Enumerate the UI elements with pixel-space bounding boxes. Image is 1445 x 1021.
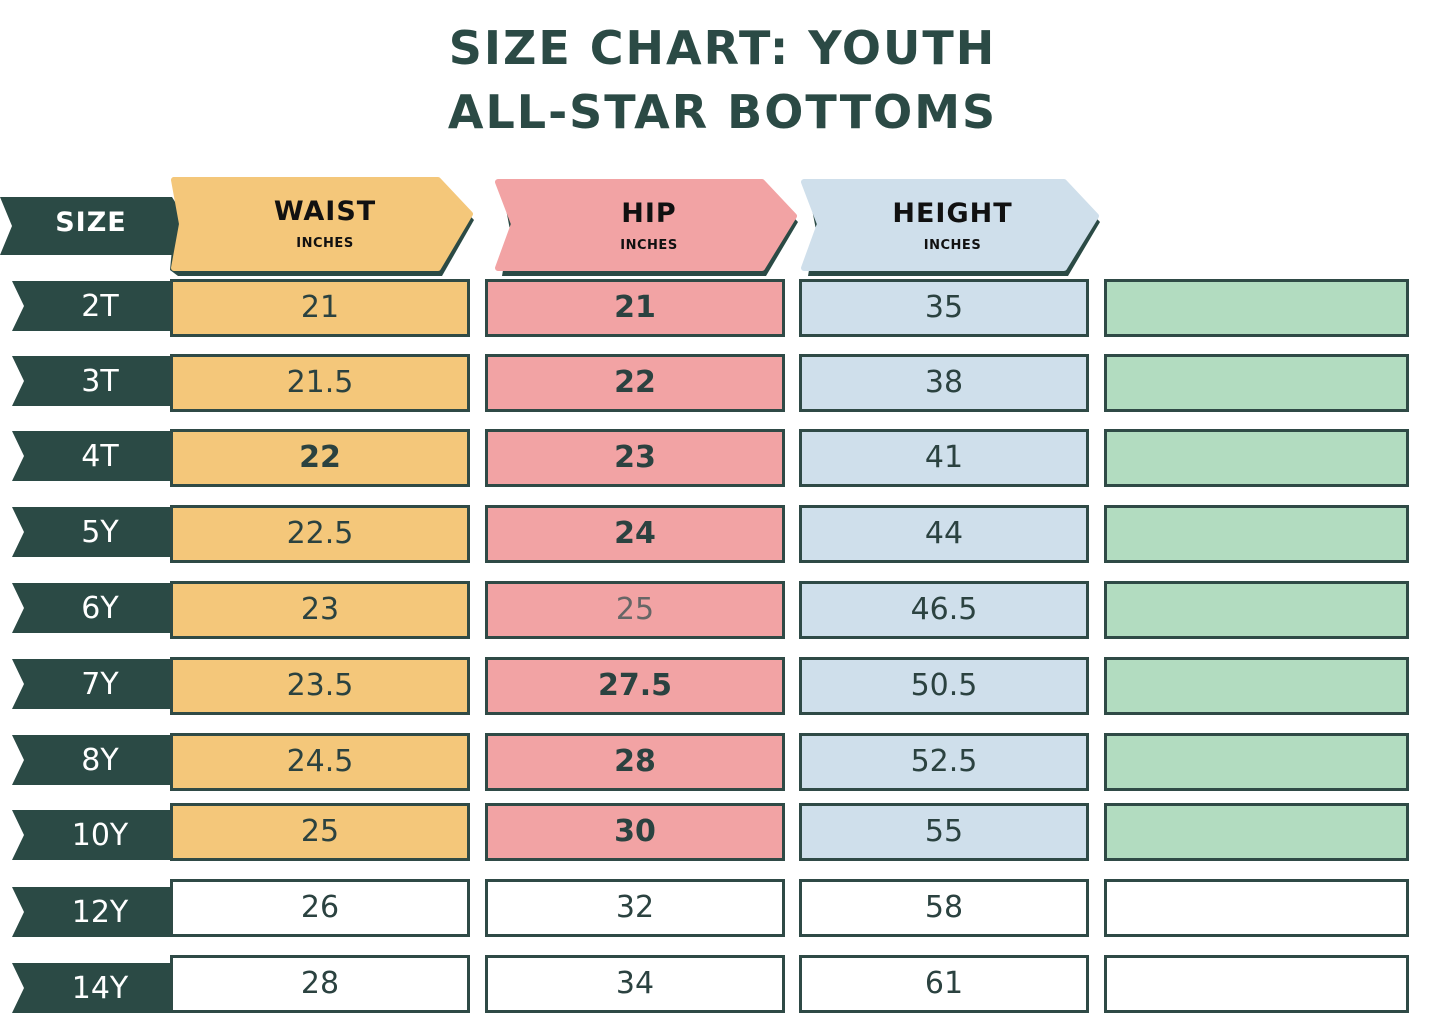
size-label: 5Y	[81, 515, 119, 550]
size-label: 2T	[81, 289, 119, 324]
waist-cell: 26	[170, 879, 470, 937]
size-label: 12Y	[71, 895, 129, 930]
size-tag: 3T	[12, 354, 188, 408]
size-tag-shape	[12, 507, 185, 557]
hip-cell: 30	[485, 803, 785, 861]
table-row: 10Y 25 30 55	[0, 803, 1445, 865]
height-column-header: HEIGHT INCHES	[800, 179, 1105, 278]
hip-cell: 24	[485, 505, 785, 563]
hip-header-unit: INCHES	[620, 238, 678, 253]
table-row: 2T 21 21 35	[0, 279, 1445, 341]
size-tag: 2T	[12, 279, 188, 333]
table-row: 7Y 23.5 27.5 50.5	[0, 657, 1445, 719]
extra-cell	[1104, 955, 1409, 1013]
size-tag: 4T	[12, 429, 188, 483]
size-label: 3T	[81, 364, 119, 399]
size-tag: 6Y	[12, 581, 188, 635]
size-tag-shape	[12, 659, 185, 709]
table-row: 12Y 26 32 58	[0, 879, 1445, 941]
size-label: 8Y	[81, 743, 119, 778]
hip-column-header: HIP INCHES	[494, 179, 804, 278]
hip-header-label: HIP	[621, 198, 677, 229]
hip-header-arrow-shape	[495, 179, 798, 276]
waist-column-header: WAIST INCHES	[170, 177, 480, 276]
size-tag-shape	[12, 735, 185, 785]
height-cell: 38	[799, 354, 1089, 412]
extra-cell	[1104, 733, 1409, 791]
waist-cell: 22.5	[170, 505, 470, 563]
size-label: 10Y	[71, 818, 129, 853]
hip-cell: 27.5	[485, 657, 785, 715]
hip-cell: 34	[485, 955, 785, 1013]
extra-cell	[1104, 429, 1409, 487]
height-cell: 55	[799, 803, 1089, 861]
table-row: 6Y 23 25 46.5	[0, 581, 1445, 643]
height-header-arrow-shape	[801, 179, 1100, 276]
waist-cell: 21	[170, 279, 470, 337]
height-cell: 52.5	[799, 733, 1089, 791]
extra-cell	[1104, 279, 1409, 337]
size-tag: 14Y	[12, 961, 188, 1015]
size-label: 7Y	[81, 667, 119, 702]
extra-cell	[1104, 581, 1409, 639]
height-cell: 44	[799, 505, 1089, 563]
table-row: 14Y 28 34 61	[0, 955, 1445, 1017]
waist-cell: 25	[170, 803, 470, 861]
size-tag: 7Y	[12, 657, 188, 711]
height-cell: 41	[799, 429, 1089, 487]
hip-cell: 22	[485, 354, 785, 412]
extra-cell	[1104, 803, 1409, 861]
waist-cell: 22	[170, 429, 470, 487]
extra-cell	[1104, 505, 1409, 563]
size-tag-shape	[12, 583, 185, 633]
height-cell: 46.5	[799, 581, 1089, 639]
waist-header-label: WAIST	[273, 196, 377, 227]
extra-cell	[1104, 354, 1409, 412]
size-tag-shape	[12, 356, 185, 406]
waist-cell: 23	[170, 581, 470, 639]
size-label: 14Y	[71, 971, 129, 1006]
height-cell: 61	[799, 955, 1089, 1013]
hip-cell: 21	[485, 279, 785, 337]
size-tag: 10Y	[12, 808, 188, 862]
table-row: 4T 22 23 41	[0, 429, 1445, 491]
waist-header-arrow-shape	[170, 177, 474, 276]
waist-cell: 23.5	[170, 657, 470, 715]
size-label: 4T	[81, 439, 119, 474]
table-row: 8Y 24.5 28 52.5	[0, 733, 1445, 795]
chart-title-line-2: ALL-STAR BOTTOMS	[447, 85, 998, 139]
height-header-unit: INCHES	[923, 238, 982, 253]
hip-cell: 25	[485, 581, 785, 639]
hip-cell: 28	[485, 733, 785, 791]
size-tag-shape	[12, 281, 185, 331]
size-column-header: SIZE	[0, 195, 195, 257]
table-row: 3T 21.5 22 38	[0, 354, 1445, 416]
size-header-label: SIZE	[55, 207, 127, 238]
extra-cell	[1104, 879, 1409, 937]
waist-cell: 21.5	[170, 354, 470, 412]
chart-title-line-1: SIZE CHART: YOUTH	[448, 21, 997, 75]
size-tag-shape	[12, 963, 185, 1013]
size-label: 6Y	[81, 591, 119, 626]
height-cell: 58	[799, 879, 1089, 937]
height-cell: 50.5	[799, 657, 1089, 715]
size-tag: 5Y	[12, 505, 188, 559]
size-tag-shape	[12, 810, 185, 860]
hip-cell: 23	[485, 429, 785, 487]
height-cell: 35	[799, 279, 1089, 337]
size-tag: 12Y	[12, 885, 188, 939]
size-tag: 8Y	[12, 733, 188, 787]
size-header-arrow-shape	[0, 197, 190, 255]
waist-cell: 24.5	[170, 733, 470, 791]
size-tag-shape	[12, 431, 185, 481]
size-tag-shape	[12, 887, 185, 937]
waist-header-unit: INCHES	[296, 236, 354, 251]
table-row: 5Y 22.5 24 44	[0, 505, 1445, 567]
extra-cell	[1104, 657, 1409, 715]
waist-cell: 28	[170, 955, 470, 1013]
hip-cell: 32	[485, 879, 785, 937]
height-header-label: HEIGHT	[892, 198, 1013, 229]
